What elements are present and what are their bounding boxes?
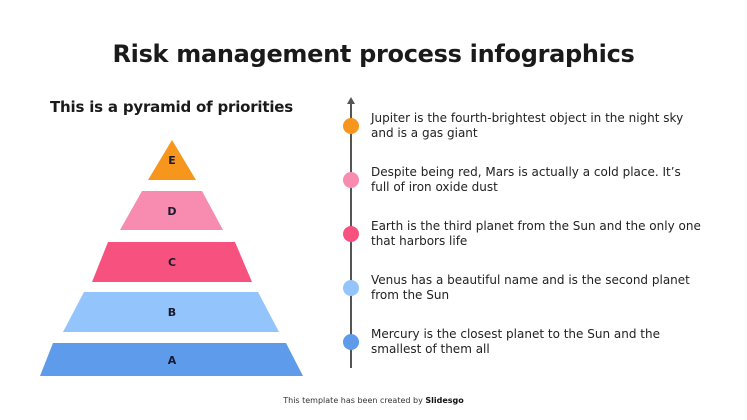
footer-text: This template has been created by bbox=[283, 396, 426, 405]
timeline-text: Jupiter is the fourth-brightest object i… bbox=[371, 111, 684, 140]
pyramid-level-a: A bbox=[40, 343, 303, 376]
pyramid-shape-e bbox=[148, 140, 196, 180]
timeline-arrow-icon bbox=[347, 97, 355, 104]
footer-brand-link[interactable]: Slidesgo bbox=[425, 396, 464, 405]
timeline-dot bbox=[343, 118, 359, 134]
footer-credit: This template has been created by Slides… bbox=[0, 396, 747, 405]
pyramid-shape-a bbox=[40, 343, 303, 376]
timeline-text: Despite being red, Mars is actually a co… bbox=[371, 165, 681, 194]
timeline-text: Mercury is the closest planet to the Sun… bbox=[371, 327, 660, 356]
pyramid-label-d: D bbox=[167, 205, 176, 218]
pyramid-level-e: E bbox=[148, 140, 196, 180]
pyramid-level-d: D bbox=[120, 191, 223, 230]
timeline-dot bbox=[343, 226, 359, 242]
pyramid-label-a: A bbox=[168, 354, 177, 367]
pyramid-subtitle: This is a pyramid of priorities bbox=[50, 98, 293, 116]
pyramid-label-e: E bbox=[168, 154, 176, 167]
timeline-dot bbox=[343, 172, 359, 188]
pyramid-label-c: C bbox=[168, 256, 176, 269]
pyramid-shape-d bbox=[120, 191, 223, 230]
pyramid-shape-b bbox=[63, 292, 279, 332]
pyramid-shape-c bbox=[92, 242, 252, 282]
pyramid-label-b: B bbox=[168, 306, 176, 319]
timeline-text: Earth is the third planet from the Sun a… bbox=[371, 219, 701, 248]
timeline-dot bbox=[343, 334, 359, 350]
timeline-dot bbox=[343, 280, 359, 296]
pyramid-level-b: B bbox=[63, 292, 279, 332]
timeline-text: Venus has a beautiful name and is the se… bbox=[371, 273, 690, 302]
pyramid-level-c: C bbox=[92, 242, 252, 282]
page-title: Risk management process infographics bbox=[112, 40, 635, 68]
